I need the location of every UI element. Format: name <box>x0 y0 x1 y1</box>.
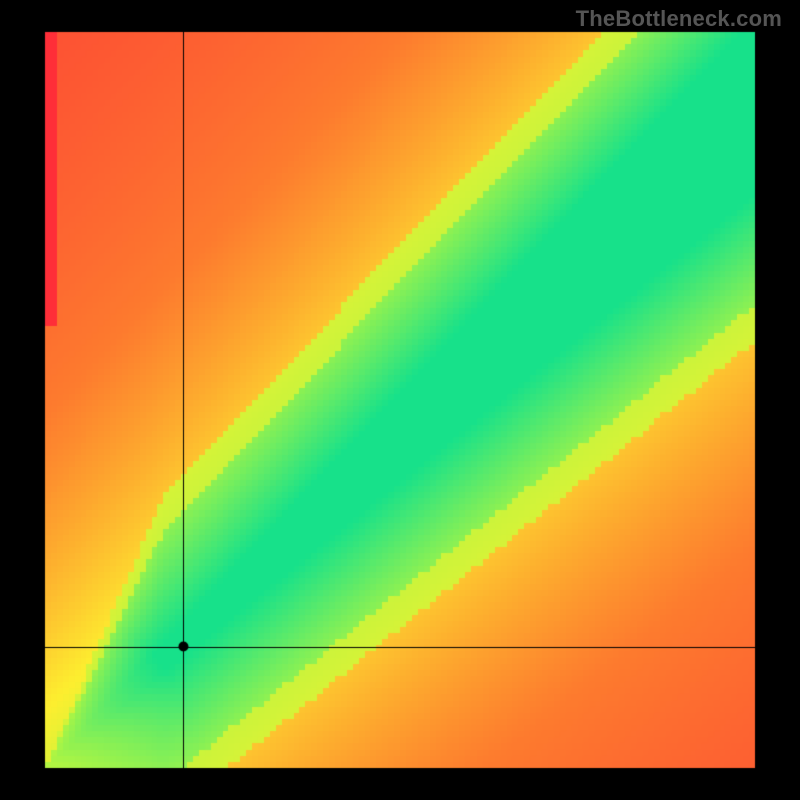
bottleneck-heatmap <box>0 0 800 800</box>
watermark-text: TheBottleneck.com <box>576 6 782 32</box>
chart-container: TheBottleneck.com <box>0 0 800 800</box>
